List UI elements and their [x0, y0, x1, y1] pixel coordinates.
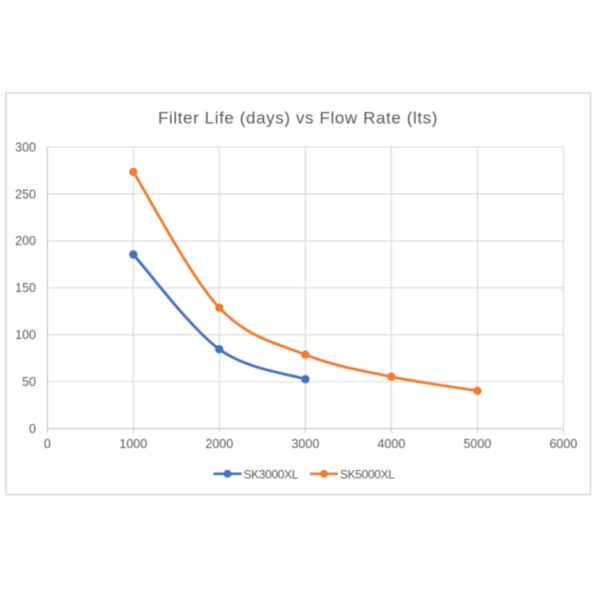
svg-text:4000: 4000	[377, 437, 405, 451]
svg-text:Filter Life (days) vs Flow Rat: Filter Life (days) vs Flow Rate (lts)	[158, 109, 438, 128]
svg-text:3000: 3000	[291, 437, 319, 451]
svg-text:300: 300	[15, 140, 36, 154]
svg-text:6000: 6000	[549, 437, 577, 451]
svg-text:100: 100	[15, 328, 36, 342]
svg-text:0: 0	[29, 422, 36, 436]
svg-text:2000: 2000	[205, 437, 233, 451]
svg-text:5000: 5000	[463, 437, 491, 451]
svg-text:150: 150	[15, 281, 36, 295]
svg-text:250: 250	[15, 187, 36, 201]
svg-text:1000: 1000	[119, 437, 147, 451]
svg-text:200: 200	[15, 234, 36, 248]
svg-text:SK5000XL: SK5000XL	[340, 467, 395, 481]
svg-text:0: 0	[44, 437, 51, 451]
svg-text:SK3000XL: SK3000XL	[244, 467, 299, 481]
svg-text:50: 50	[22, 375, 36, 389]
